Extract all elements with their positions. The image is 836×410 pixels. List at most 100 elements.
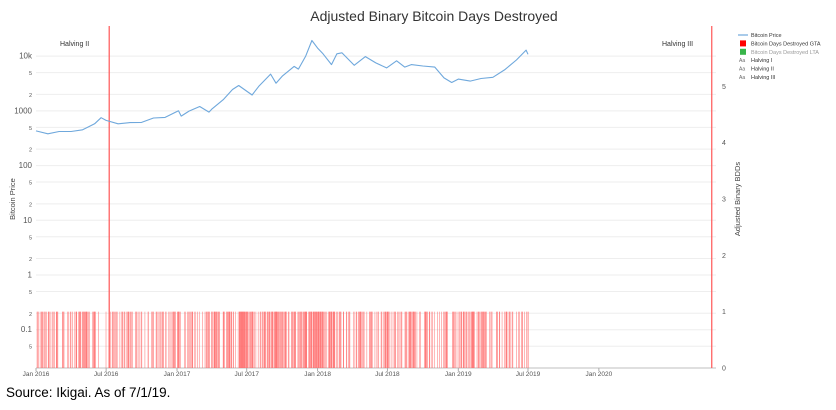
- bdd-bar: [469, 311, 470, 368]
- bdd-bar: [271, 311, 273, 368]
- bdd-bar: [43, 311, 45, 368]
- bdd-bar: [384, 311, 385, 368]
- bdd-bar: [240, 311, 241, 368]
- bdd-bar: [82, 311, 84, 368]
- x-tick-label: Jan 2016: [23, 371, 50, 378]
- bdd-bar: [214, 311, 215, 368]
- bdd-bar: [161, 311, 163, 368]
- bdd-bar: [132, 311, 133, 368]
- bdd-bar: [282, 311, 284, 368]
- bdd-bar: [316, 311, 318, 368]
- bdd-bar: [369, 311, 370, 368]
- bdd-bar: [408, 311, 410, 368]
- bdd-bar: [466, 311, 468, 368]
- bdd-bar: [94, 311, 96, 368]
- bdd-bar: [63, 311, 65, 368]
- bdd-bar: [124, 311, 126, 368]
- bdd-bar: [177, 311, 179, 368]
- bdd-bar: [401, 311, 403, 368]
- bdd-bar: [178, 311, 180, 368]
- bdd-bar: [152, 311, 153, 368]
- bdd-bar: [474, 311, 475, 368]
- bdd-bar: [231, 311, 232, 368]
- bdd-bar: [360, 311, 361, 368]
- legend-label: Bitcoin Days Destroyed GTA: [751, 41, 821, 47]
- bdd-bar: [241, 311, 242, 368]
- bdd-bar: [380, 311, 382, 368]
- bdd-bar: [370, 311, 371, 368]
- bdd-bar: [56, 311, 57, 368]
- y-left-tick-label: 5: [29, 235, 32, 241]
- bdd-bar: [160, 311, 161, 368]
- bdd-bar: [78, 311, 79, 368]
- bdd-bar: [358, 311, 360, 368]
- bdd-bar: [219, 311, 220, 368]
- bdd-bar: [385, 311, 386, 368]
- bdd-bar: [331, 311, 332, 368]
- bdd-bar: [348, 311, 349, 368]
- bdd-bar: [213, 311, 215, 368]
- bdd-bar: [496, 311, 497, 368]
- y-left-tick-label: 2: [29, 257, 32, 263]
- bdd-bar: [446, 311, 448, 368]
- bdd-bar: [179, 311, 180, 368]
- bdd-bar: [136, 311, 137, 368]
- bdd-bar: [329, 311, 331, 368]
- bdd-bar: [280, 311, 281, 368]
- bdd-bar: [206, 311, 208, 368]
- bdd-bar: [361, 311, 362, 368]
- bdd-bar: [469, 311, 471, 368]
- bdd-bar: [385, 311, 386, 368]
- y-left-tick-label: 10: [23, 216, 32, 225]
- bdd-bar: [86, 311, 88, 368]
- bdd-bar: [482, 311, 484, 368]
- bdd-bar: [314, 311, 316, 368]
- bdd-bar: [277, 311, 279, 368]
- bdd-bar: [245, 311, 247, 368]
- bdd-bar: [262, 311, 264, 368]
- bdd-bar: [343, 311, 344, 368]
- y-left-tick-label: 0.1: [21, 325, 33, 334]
- bdd-bar: [306, 311, 307, 368]
- bdd-bar: [330, 311, 332, 368]
- bdd-bar: [50, 311, 52, 368]
- bdd-bar: [109, 311, 111, 368]
- bdd-bar: [135, 311, 137, 368]
- bdd-bar: [275, 311, 276, 368]
- bdd-bar: [328, 311, 330, 368]
- bdd-bar: [452, 311, 453, 368]
- bdd-bar: [170, 311, 172, 368]
- bdd-bar: [512, 311, 514, 368]
- bdd-bar: [282, 311, 284, 368]
- bdd-bar: [521, 311, 523, 368]
- bdd-bar: [518, 311, 519, 368]
- bdd-bar: [359, 311, 361, 368]
- y-left-tick-label: 2: [29, 312, 32, 318]
- bdd-bar: [452, 311, 454, 368]
- bdd-bar: [294, 311, 296, 368]
- x-tick-label: Jul 2018: [375, 371, 400, 378]
- bdd-bar: [441, 311, 442, 368]
- bdd-bar: [308, 311, 309, 368]
- bdd-bar: [157, 311, 159, 368]
- y-left-tick-label: 2: [29, 202, 32, 208]
- bdd-bar: [311, 311, 312, 368]
- bdd-bar: [228, 311, 229, 368]
- bdd-bar: [269, 311, 270, 368]
- bdd-bar: [318, 311, 319, 368]
- bdd-bar: [304, 311, 306, 368]
- bdd-bar: [329, 311, 330, 368]
- bdd-bar: [419, 311, 420, 368]
- bdd-bar: [299, 311, 300, 368]
- bdd-bar: [272, 311, 274, 368]
- bdd-bar: [463, 311, 465, 368]
- bdd-bar: [409, 311, 410, 368]
- bdd-bar: [39, 311, 41, 368]
- bdd-bar: [317, 311, 319, 368]
- bdd-bar: [458, 311, 460, 368]
- bdd-bar: [76, 311, 77, 368]
- bdd-bar: [319, 311, 320, 368]
- bdd-bar: [524, 311, 525, 368]
- bdd-bar: [270, 311, 272, 368]
- bdd-bar: [243, 311, 244, 368]
